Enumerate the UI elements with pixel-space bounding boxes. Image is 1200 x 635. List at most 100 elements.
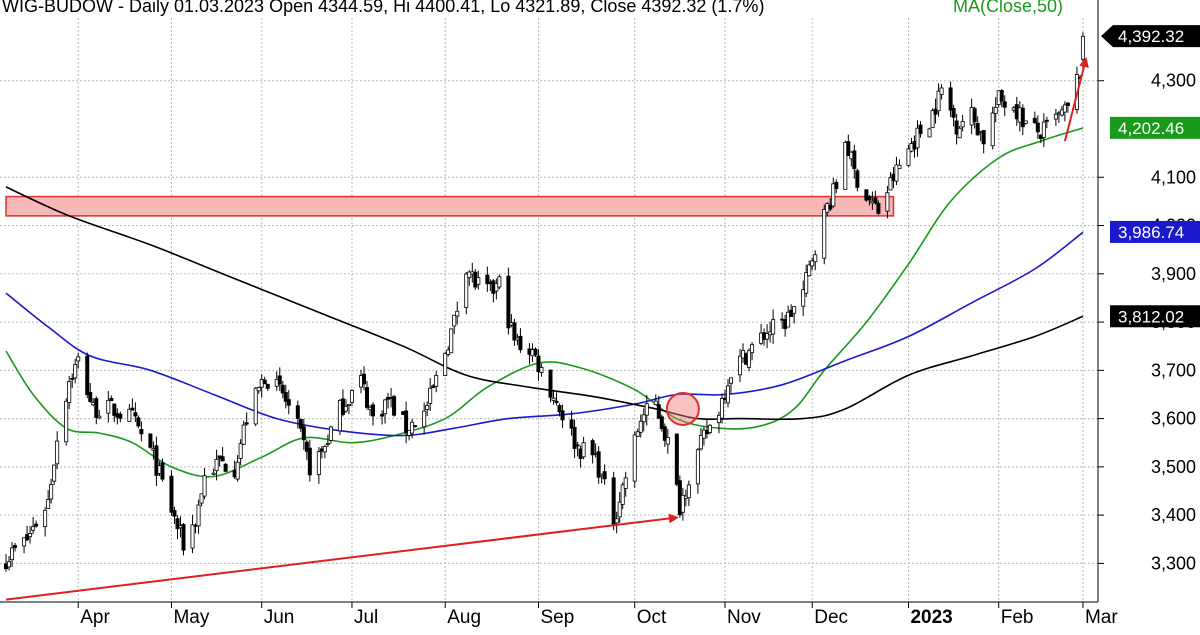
- ma-legend-label: MA(Close,50): [953, 0, 1063, 16]
- candle: [617, 492, 622, 523]
- candle: [31, 517, 36, 535]
- candle: [112, 403, 117, 422]
- candle: [506, 267, 511, 335]
- candle: [190, 514, 195, 554]
- candle: [855, 168, 860, 192]
- candle: [73, 358, 78, 384]
- candle-body: [653, 400, 658, 405]
- moving-averages: [5, 127, 1084, 478]
- ma-line: [5, 127, 1084, 478]
- candle-body: [915, 127, 920, 149]
- candle: [410, 418, 415, 439]
- candle: [280, 380, 285, 399]
- candle-body: [1065, 102, 1070, 107]
- candle: [680, 487, 685, 521]
- candle-body: [1035, 122, 1040, 133]
- candle: [813, 250, 818, 271]
- candle: [133, 402, 138, 423]
- candle: [286, 390, 291, 415]
- candle: [25, 525, 30, 542]
- candle-body: [476, 277, 481, 285]
- candle-body: [449, 328, 454, 354]
- candle-body: [443, 352, 448, 376]
- candle: [337, 399, 342, 436]
- candle: [536, 349, 541, 381]
- resistance-zone: [5, 195, 895, 217]
- candle-body: [846, 141, 851, 157]
- candle-body: [97, 415, 102, 419]
- candle: [864, 189, 869, 202]
- candle-body: [1062, 104, 1067, 113]
- candle: [34, 520, 39, 528]
- price-tag-box: [1110, 220, 1200, 243]
- candle-body: [241, 424, 246, 445]
- candle-body: [939, 87, 944, 95]
- candle: [361, 366, 366, 391]
- candle-body: [286, 399, 291, 406]
- candle-body: [154, 445, 159, 476]
- candle: [109, 395, 114, 402]
- chart-title: WIG-BUDOW - Daily 01.03.2023 Open 4344.5…: [2, 0, 764, 16]
- candle-body: [1041, 121, 1046, 138]
- candle: [575, 441, 580, 457]
- candle: [127, 404, 132, 422]
- candle-body: [560, 410, 565, 421]
- candle-body: [13, 545, 18, 548]
- x-tick-label: Sep: [540, 607, 574, 628]
- candle-body: [581, 442, 586, 458]
- candle-body: [554, 400, 559, 403]
- candle-body: [25, 534, 30, 541]
- candle: [1032, 111, 1037, 124]
- candle: [807, 260, 812, 277]
- candle-body: [202, 475, 207, 497]
- candle: [94, 396, 99, 425]
- price-tag-box: [1110, 116, 1200, 139]
- candle-body: [127, 408, 132, 422]
- candle-body: [831, 183, 836, 207]
- candle: [262, 376, 267, 385]
- candle-body: [169, 475, 174, 513]
- candle: [301, 418, 306, 450]
- candle: [560, 404, 565, 428]
- candle-body: [73, 363, 78, 379]
- candle: [750, 342, 755, 361]
- price-tag-box: [1110, 305, 1200, 328]
- candle: [801, 280, 806, 316]
- candle-body: [304, 441, 309, 452]
- candle: [136, 415, 141, 429]
- price-tag-label: 4,202.46: [1118, 119, 1184, 138]
- candle-body: [211, 472, 216, 475]
- candle: [954, 113, 959, 145]
- candle-body: [894, 164, 899, 182]
- candle-body: [695, 449, 700, 485]
- candle: [867, 194, 872, 206]
- candle-body: [94, 398, 99, 418]
- candle-body: [930, 110, 935, 128]
- candle: [602, 464, 607, 485]
- candle-body: [325, 442, 330, 445]
- candle: [590, 438, 595, 464]
- candle-body: [638, 420, 643, 433]
- candle: [307, 439, 312, 482]
- candle-body: [43, 509, 48, 527]
- candle: [572, 419, 577, 458]
- candle-body: [70, 377, 75, 380]
- candle-body: [346, 403, 351, 406]
- candle: [1053, 108, 1058, 126]
- candle: [948, 81, 953, 117]
- candle-body: [383, 399, 388, 415]
- candle-body: [539, 367, 544, 373]
- candle-body: [277, 375, 282, 385]
- candle-body: [85, 355, 90, 396]
- candle: [265, 383, 270, 391]
- candle: [518, 328, 523, 353]
- candle-body: [725, 385, 730, 404]
- candle-body: [262, 379, 267, 385]
- candle-body: [328, 426, 333, 441]
- candle: [999, 89, 1004, 108]
- annotations: [5, 57, 1089, 601]
- candle-body: [28, 533, 33, 538]
- candle-body: [822, 208, 827, 259]
